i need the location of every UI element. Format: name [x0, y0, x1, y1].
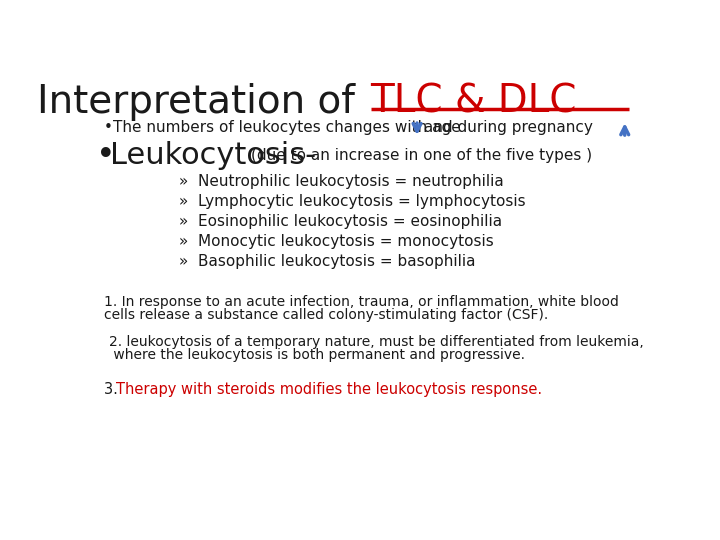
Text: »  Basophilic leukocytosis = basophilia: » Basophilic leukocytosis = basophilia — [179, 254, 476, 269]
Text: where the leukocytosis is both permanent and progressive.: where the leukocytosis is both permanent… — [109, 348, 526, 362]
Text: »  Eosinophilic leukocytosis = eosinophilia: » Eosinophilic leukocytosis = eosinophil… — [179, 214, 503, 230]
Text: »  Neutrophilic leukocytosis = neutrophilia: » Neutrophilic leukocytosis = neutrophil… — [179, 174, 504, 190]
Text: 2. leukocytosis of a temporary nature, must be differentiated from leukemia,: 2. leukocytosis of a temporary nature, m… — [109, 335, 644, 349]
Text: Therapy with steroids modifies the leukocytosis response.: Therapy with steroids modifies the leuko… — [117, 382, 542, 397]
Text: 3.: 3. — [104, 382, 122, 397]
Text: Interpretation of: Interpretation of — [37, 83, 367, 121]
Text: •: • — [104, 120, 113, 136]
Text: Leukocytosis-: Leukocytosis- — [110, 141, 326, 170]
Text: 1. In response to an acute infection, trauma, or inflammation, white blood: 1. In response to an acute infection, tr… — [104, 295, 618, 309]
Text: and during pregnancy: and during pregnancy — [419, 120, 593, 136]
Text: TLC & DLC: TLC & DLC — [371, 83, 577, 121]
Text: »  Lymphocytic leukocytosis = lymphocytosis: » Lymphocytic leukocytosis = lymphocytos… — [179, 194, 526, 210]
Text: cells release a substance called colony-stimulating factor (CSF).: cells release a substance called colony-… — [104, 308, 548, 322]
Text: (due to an increase in one of the five types ): (due to an increase in one of the five t… — [251, 148, 593, 163]
Text: •: • — [96, 139, 116, 172]
Text: »  Monocytic leukocytosis = monocytosis: » Monocytic leukocytosis = monocytosis — [179, 234, 494, 249]
Text: The numbers of leukocytes changes with age: The numbers of leukocytes changes with a… — [113, 120, 461, 136]
